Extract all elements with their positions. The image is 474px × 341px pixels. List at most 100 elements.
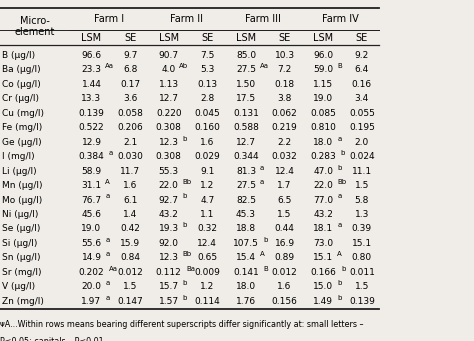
Text: 0.045: 0.045 <box>194 109 220 118</box>
Text: b: b <box>264 237 268 243</box>
Text: a: a <box>260 164 264 170</box>
Text: 10.3: 10.3 <box>274 51 295 60</box>
Text: b: b <box>182 193 187 199</box>
Text: 15.7: 15.7 <box>159 282 179 291</box>
Text: 1.5: 1.5 <box>123 282 137 291</box>
Text: 0.058: 0.058 <box>117 109 143 118</box>
Text: 0.009: 0.009 <box>194 268 220 277</box>
Text: 1.49: 1.49 <box>313 297 333 306</box>
Text: 0.166: 0.166 <box>310 268 336 277</box>
Text: 11.7: 11.7 <box>120 167 140 176</box>
Text: 19.0: 19.0 <box>313 94 333 103</box>
Text: SE: SE <box>356 33 368 43</box>
Text: 1.6: 1.6 <box>123 181 137 190</box>
Text: Aa: Aa <box>109 266 118 272</box>
Text: LSM: LSM <box>236 33 256 43</box>
Text: 23.3: 23.3 <box>82 65 101 74</box>
Text: 11.1: 11.1 <box>352 167 372 176</box>
Text: a: a <box>109 150 113 156</box>
Text: 3.6: 3.6 <box>123 94 137 103</box>
Text: 90.7: 90.7 <box>159 51 179 60</box>
Text: 0.44: 0.44 <box>275 224 294 234</box>
Text: 2.0: 2.0 <box>355 138 369 147</box>
Text: 0.42: 0.42 <box>120 224 140 234</box>
Text: 15.1: 15.1 <box>352 239 372 248</box>
Text: LSM: LSM <box>82 33 101 43</box>
Text: b: b <box>182 222 187 228</box>
Text: Si (μg/l): Si (μg/l) <box>2 239 37 248</box>
Text: b: b <box>341 266 345 272</box>
Text: 0.139: 0.139 <box>349 297 375 306</box>
Text: 1.13: 1.13 <box>159 80 179 89</box>
Text: Bb: Bb <box>182 179 191 185</box>
Text: 77.0: 77.0 <box>313 195 333 205</box>
Text: 12.4: 12.4 <box>198 239 217 248</box>
Text: 0.588: 0.588 <box>233 123 259 132</box>
Text: Sn (μg/l): Sn (μg/l) <box>2 253 40 262</box>
Text: ᴪA...Within rows means bearing different superscripts differ significantly at: s: ᴪA...Within rows means bearing different… <box>0 320 364 329</box>
Text: 0.80: 0.80 <box>352 253 372 262</box>
Text: Bb: Bb <box>337 179 346 185</box>
Text: V (μg/l): V (μg/l) <box>2 282 35 291</box>
Text: Aa: Aa <box>260 63 269 69</box>
Text: 0.085: 0.085 <box>310 109 336 118</box>
Text: Se (μg/l): Se (μg/l) <box>2 224 40 234</box>
Text: I (mg/l): I (mg/l) <box>2 152 35 161</box>
Text: Cu (mg/l): Cu (mg/l) <box>2 109 44 118</box>
Text: 18.0: 18.0 <box>236 282 256 291</box>
Text: 16.9: 16.9 <box>274 239 295 248</box>
Text: 1.5: 1.5 <box>277 210 292 219</box>
Text: 3.8: 3.8 <box>277 94 292 103</box>
Text: a: a <box>105 280 109 286</box>
Text: Ba (μg/l): Ba (μg/l) <box>2 65 40 74</box>
Text: 0.032: 0.032 <box>272 152 298 161</box>
Text: Mo (μg/l): Mo (μg/l) <box>2 195 42 205</box>
Text: 0.195: 0.195 <box>349 123 375 132</box>
Text: 0.384: 0.384 <box>79 152 104 161</box>
Text: 1.44: 1.44 <box>82 80 101 89</box>
Text: B (μg/l): B (μg/l) <box>2 51 35 60</box>
Text: B: B <box>264 266 268 272</box>
Text: 1.4: 1.4 <box>123 210 137 219</box>
Text: 5.3: 5.3 <box>200 65 215 74</box>
Text: Zn (mg/l): Zn (mg/l) <box>2 297 44 306</box>
Text: Ba: Ba <box>186 266 195 272</box>
Text: LSM: LSM <box>313 33 333 43</box>
Text: 0.139: 0.139 <box>79 109 104 118</box>
Text: 9.1: 9.1 <box>200 167 215 176</box>
Text: 0.114: 0.114 <box>194 297 220 306</box>
Text: 1.7: 1.7 <box>277 181 292 190</box>
Text: 12.7: 12.7 <box>236 138 256 147</box>
Text: 7.2: 7.2 <box>277 65 292 74</box>
Text: 92.7: 92.7 <box>159 195 179 205</box>
Text: 7.5: 7.5 <box>200 51 215 60</box>
Text: 0.011: 0.011 <box>349 268 375 277</box>
Text: a: a <box>260 179 264 185</box>
Text: 55.3: 55.3 <box>159 167 179 176</box>
Text: 3.4: 3.4 <box>355 94 369 103</box>
Text: 1.97: 1.97 <box>82 297 101 306</box>
Text: 45.3: 45.3 <box>236 210 256 219</box>
Text: SE: SE <box>124 33 136 43</box>
Text: Farm I: Farm I <box>94 14 124 24</box>
Text: 0.39: 0.39 <box>352 224 372 234</box>
Text: 0.283: 0.283 <box>310 152 336 161</box>
Text: a: a <box>337 136 341 142</box>
Text: 96.6: 96.6 <box>82 51 101 60</box>
Text: 2.8: 2.8 <box>200 94 215 103</box>
Text: 12.4: 12.4 <box>275 167 294 176</box>
Text: SE: SE <box>201 33 213 43</box>
Text: 0.32: 0.32 <box>197 224 218 234</box>
Text: 0.029: 0.029 <box>194 152 220 161</box>
Text: 0.344: 0.344 <box>233 152 259 161</box>
Text: 0.65: 0.65 <box>197 253 218 262</box>
Text: 0.055: 0.055 <box>349 109 375 118</box>
Text: 12.3: 12.3 <box>159 253 179 262</box>
Text: Micro-
element: Micro- element <box>15 16 55 37</box>
Text: 73.0: 73.0 <box>313 239 333 248</box>
Text: a: a <box>337 222 341 228</box>
Text: 0.030: 0.030 <box>117 152 143 161</box>
Text: 6.4: 6.4 <box>355 65 369 74</box>
Text: Farm III: Farm III <box>246 14 281 24</box>
Text: 0.17: 0.17 <box>120 80 140 89</box>
